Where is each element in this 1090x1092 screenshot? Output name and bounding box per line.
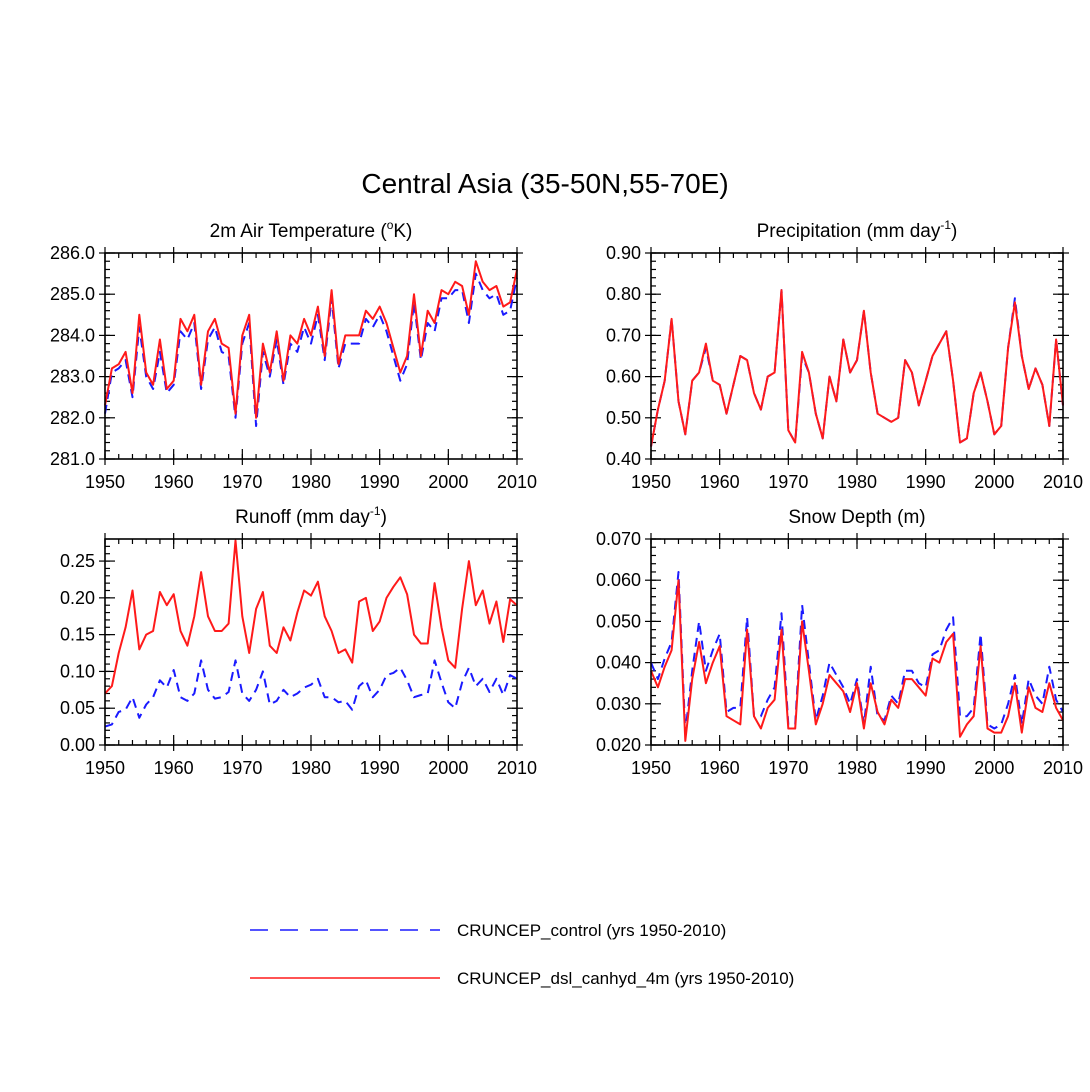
x-tick-label: 1970 xyxy=(768,472,808,492)
panel-runoff: Runoff (mm day-1) 0.00 0.05 0.10 0.15 0.20 0.2… xyxy=(60,504,537,778)
series-line-dsl-air-temperature xyxy=(104,260,518,419)
y-tick-label: 0.40 xyxy=(606,449,641,469)
panel-title-snow-depth: Snow Depth (m) xyxy=(788,507,925,528)
x-tick-label: 1970 xyxy=(222,758,262,778)
panel-snow-depth: Snow Depth (m) 0.020 0.030 0.040 0.050 0.060 0… xyxy=(596,507,1083,778)
y-tick-label: 0.020 xyxy=(596,735,641,755)
y-tick-label: 0.00 xyxy=(60,735,95,755)
series-line-dsl-precipitation xyxy=(650,289,1064,447)
y-tick-label: 0.070 xyxy=(596,529,641,549)
x-tick-label: 1990 xyxy=(906,758,946,778)
x-tick-label: 1970 xyxy=(768,758,808,778)
x-tick-label: 1960 xyxy=(154,758,194,778)
series-line-control-snow-depth xyxy=(650,571,1064,734)
x-tick-label: 1950 xyxy=(631,472,671,492)
x-tick-label: 1990 xyxy=(360,472,400,492)
y-tick-label: 286.0 xyxy=(50,243,95,263)
x-tick-label: 2000 xyxy=(428,758,468,778)
panel-title-precipitation: Precipitation (mm day-1) xyxy=(757,218,958,242)
x-tick-label: 1950 xyxy=(85,758,125,778)
y-tick-label: 0.10 xyxy=(60,661,95,681)
y-tick-label: 0.90 xyxy=(606,243,641,263)
x-tick-label: 1960 xyxy=(700,472,740,492)
x-tick-label: 2010 xyxy=(497,758,537,778)
legend: CRUNCEP_control (yrs 1950-2010) CRUNCEP_… xyxy=(250,921,794,988)
y-tick-label: 0.70 xyxy=(606,325,641,345)
y-tick-label: 284.0 xyxy=(50,325,95,345)
plot-frame-runoff xyxy=(104,538,518,746)
figure-title: Central Asia (35-50N,55-70E) xyxy=(361,168,728,199)
y-tick-label: 0.50 xyxy=(606,408,641,428)
x-tick-label: 1980 xyxy=(837,472,877,492)
y-tick-label: 0.030 xyxy=(596,694,641,714)
x-tick-label: 1980 xyxy=(291,758,331,778)
y-tick-label: 0.040 xyxy=(596,653,641,673)
y-tick-label: 282.0 xyxy=(50,408,95,428)
y-tick-label: 0.25 xyxy=(60,551,95,571)
x-tick-label: 2000 xyxy=(428,472,468,492)
x-tick-label: 2010 xyxy=(497,472,537,492)
x-tick-label: 1970 xyxy=(222,472,262,492)
y-tick-label: 0.060 xyxy=(596,570,641,590)
panel-title-runoff: Runoff (mm day-1) xyxy=(235,504,387,528)
panel-precipitation: Precipitation (mm day-1) 0.40 0.50 0.60 0.70… xyxy=(606,218,1083,492)
y-tick-label: 281.0 xyxy=(50,449,95,469)
x-tick-label: 2010 xyxy=(1043,758,1083,778)
y-tick-label: 0.050 xyxy=(596,611,641,631)
y-tick-label: 283.0 xyxy=(50,367,95,387)
x-tick-label: 1980 xyxy=(837,758,877,778)
x-tick-label: 1950 xyxy=(631,758,671,778)
series-line-dsl-runoff xyxy=(104,539,518,695)
series-line-control-air-temperature xyxy=(104,272,518,427)
panel-air-temperature: 2m Air Temperature (oK) 281.0 282.0 283.0 28… xyxy=(50,218,537,492)
x-tick-label: 1950 xyxy=(85,472,125,492)
x-tick-label: 2010 xyxy=(1043,472,1083,492)
x-tick-label: 2000 xyxy=(974,472,1014,492)
y-tick-label: 0.80 xyxy=(606,284,641,304)
x-tick-label: 1990 xyxy=(906,472,946,492)
series-line-control-runoff xyxy=(104,659,518,728)
plot-frame-air-temperature xyxy=(104,252,518,460)
x-tick-label: 1960 xyxy=(700,758,740,778)
plot-frame-precipitation xyxy=(650,252,1064,460)
series-line-dsl-snow-depth xyxy=(650,579,1064,742)
legend-label-control: CRUNCEP_control (yrs 1950-2010) xyxy=(457,921,726,940)
panel-title-air-temperature: 2m Air Temperature (oK) xyxy=(210,218,413,242)
y-tick-label: 0.05 xyxy=(60,698,95,718)
y-tick-label: 0.60 xyxy=(606,367,641,387)
plot-frame-snow-depth xyxy=(650,538,1064,746)
y-tick-label: 0.20 xyxy=(60,588,95,608)
x-tick-label: 1990 xyxy=(360,758,400,778)
y-tick-label: 285.0 xyxy=(50,284,95,304)
x-tick-label: 1960 xyxy=(154,472,194,492)
x-tick-label: 2000 xyxy=(974,758,1014,778)
legend-label-dsl: CRUNCEP_dsl_canhyd_4m (yrs 1950-2010) xyxy=(457,969,794,988)
x-tick-label: 1980 xyxy=(291,472,331,492)
y-tick-label: 0.15 xyxy=(60,625,95,645)
